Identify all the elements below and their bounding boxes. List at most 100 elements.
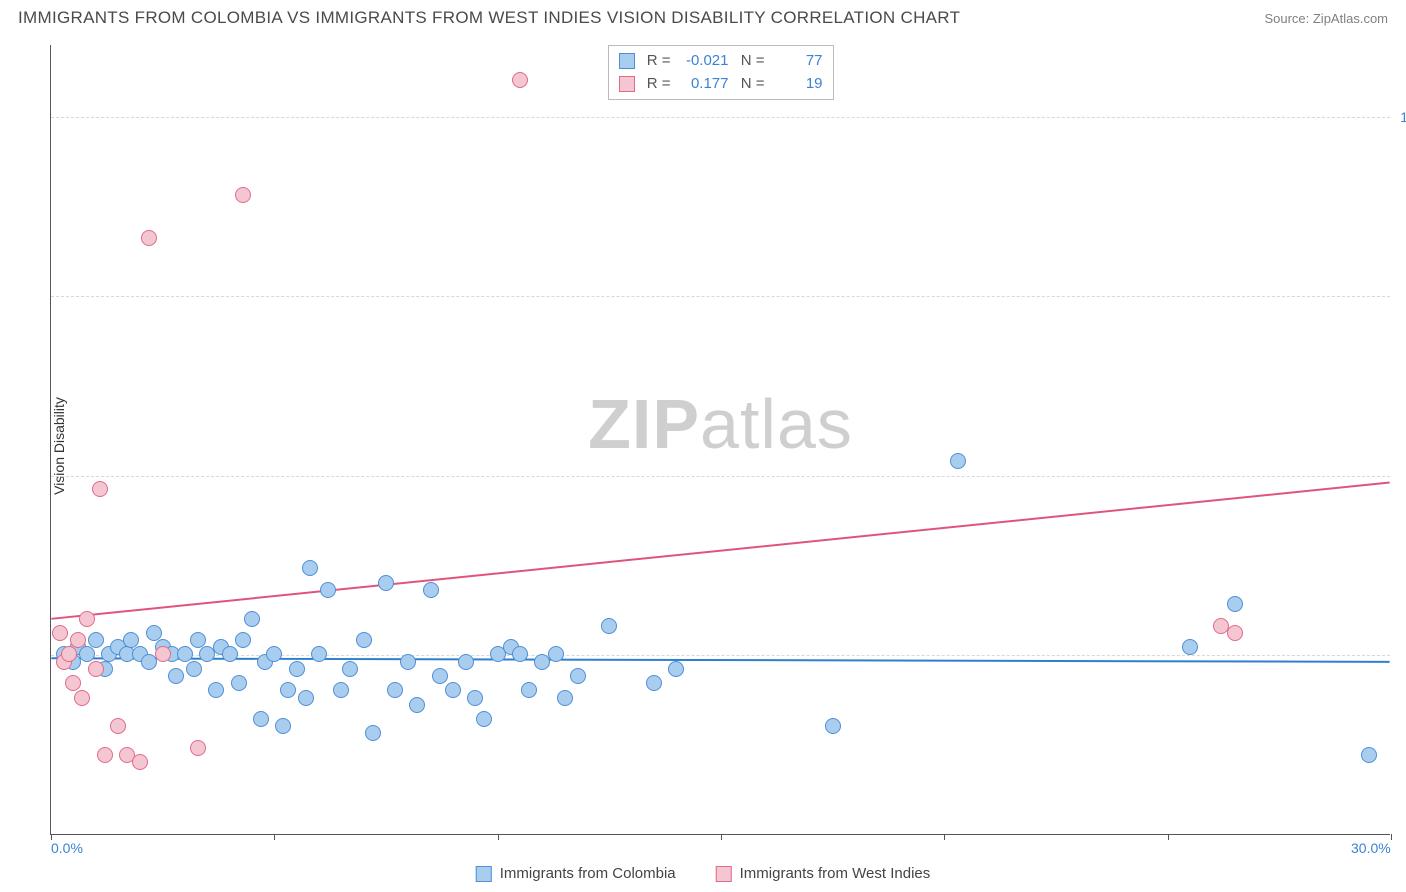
data-point (311, 646, 327, 662)
data-point (289, 661, 305, 677)
data-point (1361, 747, 1377, 763)
data-point (668, 661, 684, 677)
stats-row-colombia: R = -0.021 N = 77 (619, 50, 823, 73)
data-point (92, 481, 108, 497)
data-point (1227, 625, 1243, 641)
plot-area: ZIPatlas R = -0.021 N = 77 R = 0.177 N =… (50, 45, 1390, 835)
data-point (333, 682, 349, 698)
xtick-mark (721, 834, 722, 840)
legend-label-westindies: Immigrants from West Indies (740, 865, 931, 882)
data-point (557, 690, 573, 706)
legend-label-colombia: Immigrants from Colombia (500, 865, 676, 882)
data-point (409, 697, 425, 713)
gridline-h (51, 296, 1390, 297)
data-point (400, 654, 416, 670)
legend-item-westindies: Immigrants from West Indies (716, 865, 931, 882)
data-point (74, 690, 90, 706)
data-point (208, 682, 224, 698)
data-point (950, 453, 966, 469)
stat-n-westindies: 19 (773, 73, 823, 96)
data-point (65, 675, 81, 691)
watermark: ZIPatlas (588, 384, 853, 464)
data-point (235, 187, 251, 203)
legend-item-colombia: Immigrants from Colombia (476, 865, 676, 882)
data-point (146, 625, 162, 641)
data-point (521, 682, 537, 698)
data-point (123, 632, 139, 648)
gridline-h (51, 655, 1390, 656)
data-point (244, 611, 260, 627)
data-point (253, 711, 269, 727)
data-point (79, 646, 95, 662)
data-point (132, 754, 148, 770)
chart-title: IMMIGRANTS FROM COLOMBIA VS IMMIGRANTS F… (18, 8, 960, 28)
xtick-mark (274, 834, 275, 840)
data-point (1227, 596, 1243, 612)
data-point (168, 668, 184, 684)
stat-n-label: N = (737, 73, 765, 96)
data-point (97, 747, 113, 763)
data-point (825, 718, 841, 734)
data-point (570, 668, 586, 684)
data-point (458, 654, 474, 670)
data-point (222, 646, 238, 662)
data-point (266, 646, 282, 662)
data-point (378, 575, 394, 591)
data-point (61, 646, 77, 662)
xtick-label: 0.0% (51, 840, 83, 856)
data-point (365, 725, 381, 741)
stat-n-colombia: 77 (773, 50, 823, 73)
gridline-h (51, 476, 1390, 477)
swatch-westindies (619, 76, 635, 92)
data-point (445, 682, 461, 698)
source-label: Source: ZipAtlas.com (1264, 11, 1388, 26)
data-point (186, 661, 202, 677)
xtick-mark (944, 834, 945, 840)
data-point (476, 711, 492, 727)
bottom-legend: Immigrants from Colombia Immigrants from… (476, 865, 931, 882)
stats-box: R = -0.021 N = 77 R = 0.177 N = 19 (608, 45, 834, 100)
xtick-mark (1391, 834, 1392, 840)
swatch-colombia (619, 53, 635, 69)
data-point (423, 582, 439, 598)
legend-swatch-colombia (476, 866, 492, 882)
data-point (467, 690, 483, 706)
stat-n-label: N = (737, 50, 765, 73)
data-point (387, 682, 403, 698)
data-point (356, 632, 372, 648)
data-point (52, 625, 68, 641)
data-point (512, 646, 528, 662)
data-point (280, 682, 296, 698)
data-point (548, 646, 564, 662)
data-point (177, 646, 193, 662)
trend-lines (51, 45, 1390, 834)
stat-r-label: R = (643, 50, 671, 73)
data-point (302, 560, 318, 576)
data-point (235, 632, 251, 648)
data-point (275, 718, 291, 734)
xtick-mark (1168, 834, 1169, 840)
data-point (88, 661, 104, 677)
stat-r-westindies: 0.177 (679, 73, 729, 96)
data-point (432, 668, 448, 684)
data-point (298, 690, 314, 706)
stat-r-label: R = (643, 73, 671, 96)
data-point (79, 611, 95, 627)
data-point (231, 675, 247, 691)
xtick-mark (498, 834, 499, 840)
data-point (601, 618, 617, 634)
data-point (190, 740, 206, 756)
gridline-h (51, 117, 1390, 118)
data-point (141, 230, 157, 246)
data-point (155, 646, 171, 662)
data-point (110, 718, 126, 734)
chart-container: ZIPatlas R = -0.021 N = 77 R = 0.177 N =… (50, 45, 1390, 835)
data-point (342, 661, 358, 677)
data-point (88, 632, 104, 648)
data-point (70, 632, 86, 648)
xtick-label: 30.0% (1351, 840, 1391, 856)
legend-swatch-westindies (716, 866, 732, 882)
data-point (320, 582, 336, 598)
stats-row-westindies: R = 0.177 N = 19 (619, 73, 823, 96)
data-point (1182, 639, 1198, 655)
